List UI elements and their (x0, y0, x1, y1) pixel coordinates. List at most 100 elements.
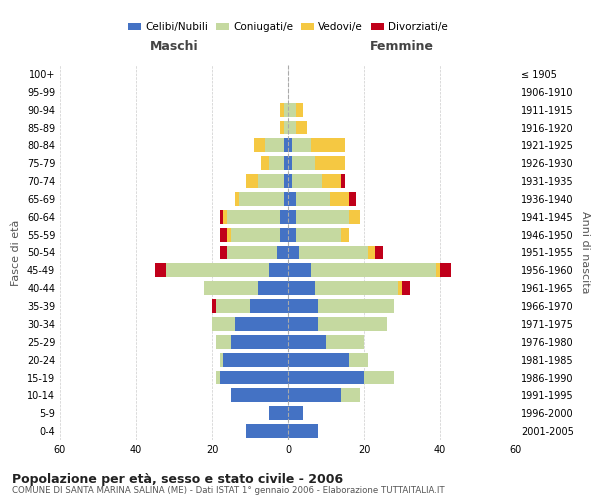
Bar (269, 406, 288, 420)
Bar (280, 102, 284, 117)
Bar (288, 370, 364, 384)
Bar (227, 228, 231, 241)
Bar (250, 299, 288, 313)
Bar (368, 246, 376, 260)
Bar (292, 138, 311, 152)
Bar (296, 102, 303, 117)
Bar (299, 246, 368, 260)
Bar (311, 264, 436, 278)
Bar (288, 210, 296, 224)
Bar (436, 264, 440, 278)
Bar (216, 299, 250, 313)
Bar (288, 299, 319, 313)
Bar (288, 246, 299, 260)
Bar (288, 228, 296, 241)
Bar (231, 388, 288, 402)
Bar (341, 388, 360, 402)
Bar (166, 264, 269, 278)
Bar (440, 264, 451, 278)
Bar (376, 246, 383, 260)
Bar (288, 388, 341, 402)
Bar (349, 192, 356, 206)
Bar (231, 228, 280, 241)
Bar (246, 424, 288, 438)
Y-axis label: Anni di nascita: Anni di nascita (580, 211, 590, 294)
Bar (398, 281, 402, 295)
Bar (288, 281, 314, 295)
Bar (257, 281, 288, 295)
Bar (288, 102, 296, 117)
Bar (254, 138, 265, 152)
Bar (269, 264, 288, 278)
Bar (220, 370, 288, 384)
Bar (296, 192, 330, 206)
Bar (288, 156, 292, 170)
Bar (205, 281, 257, 295)
Bar (269, 156, 284, 170)
Bar (288, 192, 296, 206)
Bar (220, 228, 227, 241)
Text: Femmine: Femmine (370, 40, 434, 52)
Bar (155, 264, 166, 278)
Bar (280, 228, 288, 241)
Bar (296, 210, 349, 224)
Bar (296, 120, 307, 134)
Bar (262, 156, 269, 170)
Bar (288, 352, 349, 366)
Bar (330, 192, 349, 206)
Bar (349, 352, 368, 366)
Bar (277, 246, 288, 260)
Bar (220, 352, 223, 366)
Bar (364, 370, 394, 384)
Bar (231, 335, 288, 349)
Bar (314, 281, 398, 295)
Bar (402, 281, 410, 295)
Bar (284, 120, 288, 134)
Bar (223, 210, 227, 224)
Bar (288, 317, 319, 331)
Text: COMUNE DI SANTA MARINA SALINA (ME) - Dati ISTAT 1° gennaio 2006 - Elaborazione T: COMUNE DI SANTA MARINA SALINA (ME) - Dat… (12, 486, 445, 495)
Bar (288, 174, 292, 188)
Bar (220, 246, 227, 260)
Bar (311, 138, 345, 152)
Bar (284, 192, 288, 206)
Bar (280, 210, 288, 224)
Bar (212, 317, 235, 331)
Bar (288, 138, 292, 152)
Bar (284, 174, 288, 188)
Bar (349, 210, 360, 224)
Bar (288, 120, 296, 134)
Bar (284, 102, 288, 117)
Bar (341, 174, 345, 188)
Bar (220, 210, 223, 224)
Bar (288, 335, 326, 349)
Bar (280, 120, 284, 134)
Bar (341, 228, 349, 241)
Bar (216, 335, 231, 349)
Bar (284, 138, 288, 152)
Bar (239, 192, 284, 206)
Bar (227, 246, 277, 260)
Bar (212, 299, 216, 313)
Bar (292, 156, 314, 170)
Legend: Celibi/Nubili, Coniugati/e, Vedovi/e, Divorziati/e: Celibi/Nubili, Coniugati/e, Vedovi/e, Di… (124, 18, 452, 36)
Bar (284, 156, 288, 170)
Bar (326, 335, 364, 349)
Y-axis label: Fasce di età: Fasce di età (11, 220, 21, 286)
Bar (216, 370, 220, 384)
Bar (296, 228, 341, 241)
Bar (319, 317, 387, 331)
Bar (288, 424, 319, 438)
Bar (314, 156, 345, 170)
Bar (322, 174, 341, 188)
Bar (227, 210, 280, 224)
Bar (292, 174, 322, 188)
Text: Popolazione per età, sesso e stato civile - 2006: Popolazione per età, sesso e stato civil… (12, 472, 343, 486)
Bar (265, 138, 284, 152)
Bar (319, 299, 394, 313)
Text: Maschi: Maschi (149, 40, 199, 52)
Bar (288, 406, 303, 420)
Bar (235, 317, 288, 331)
Bar (257, 174, 284, 188)
Bar (288, 264, 311, 278)
